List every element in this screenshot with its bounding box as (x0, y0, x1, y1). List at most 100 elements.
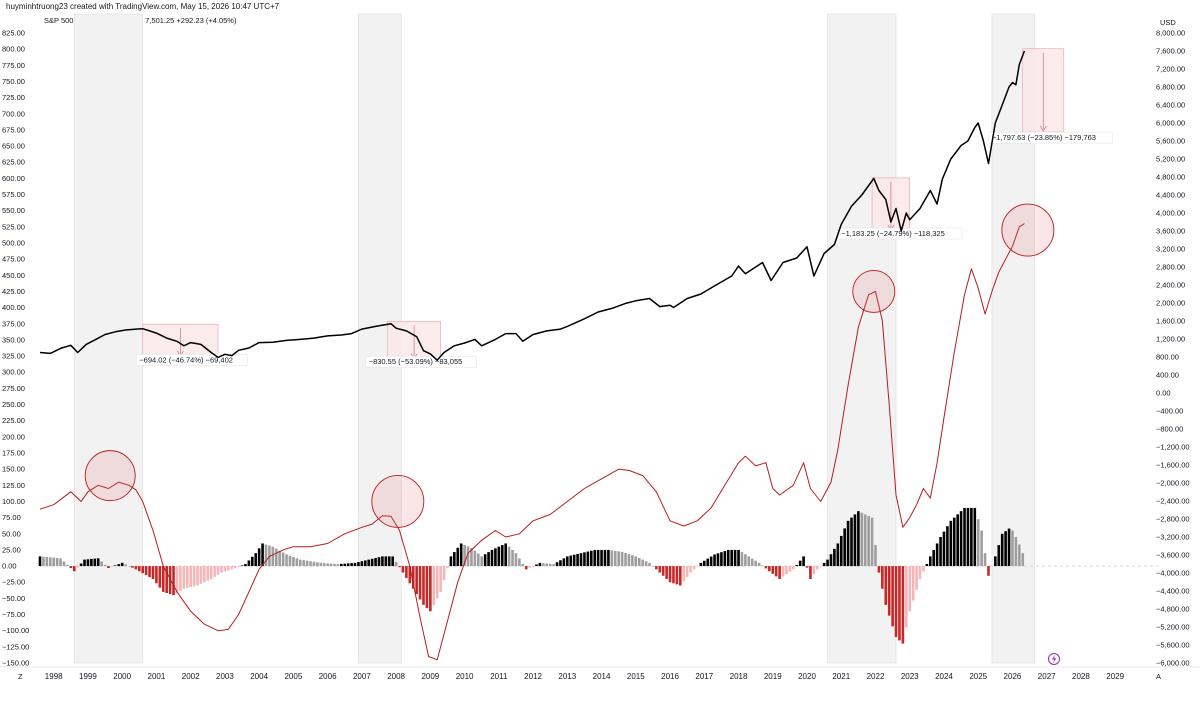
left-tick-label: 400.00 (2, 303, 25, 312)
histogram-bar (514, 553, 518, 567)
measure-label-bg-1 (365, 355, 477, 368)
time-tick-label: 2025 (969, 672, 987, 681)
left-axis[interactable]: 825.00 800.00 775.00 750.00 725.00 700.00 675.… (2, 29, 29, 668)
histogram-bar (360, 561, 364, 567)
histogram-bar (689, 566, 692, 573)
left-tick-label: 325.00 (2, 352, 25, 361)
histogram-bar (836, 543, 840, 567)
histogram-bar (131, 566, 134, 568)
histogram-bar (1021, 553, 1025, 567)
histogram-bar (771, 566, 775, 574)
histogram-bar (589, 550, 593, 567)
left-tick-label: 575.00 (2, 190, 25, 199)
histogram-bar (726, 549, 730, 567)
histogram-bar (576, 553, 579, 567)
right-tick-label: 5,600.00 (1156, 137, 1185, 146)
histogram-bar (881, 566, 884, 589)
histogram-bar (411, 566, 415, 589)
histogram-bar (778, 566, 781, 579)
histogram-bar (343, 563, 347, 567)
left-tick-label: −150.00 (2, 659, 29, 668)
histogram-bar (548, 563, 552, 567)
right-tick-label: −1,600.00 (1156, 461, 1190, 470)
histogram-bar (757, 562, 761, 567)
measure-label-1: −830.55 (−53.09%) −83,055 (369, 357, 463, 366)
histogram-bar (600, 549, 603, 567)
left-tick-label: 750.00 (2, 77, 25, 86)
histogram-bar (446, 566, 449, 569)
oscillator-line (39, 223, 1025, 661)
histogram-bar (946, 526, 949, 567)
histogram-bar (274, 548, 278, 567)
right-tick-label: 1,600.00 (1156, 317, 1185, 326)
histogram-bar (624, 552, 627, 567)
histogram-bar (737, 549, 740, 567)
histogram-bar (761, 565, 764, 567)
histogram-bar (857, 511, 860, 567)
left-tick-label: 25.00 (2, 545, 21, 554)
histogram-bar (802, 556, 805, 567)
histogram-bar (572, 554, 576, 567)
histogram-bar (815, 566, 819, 570)
currency-label[interactable]: USD (1160, 18, 1176, 27)
histogram-bar (322, 563, 326, 567)
histogram-bar (298, 559, 302, 567)
histogram-bar (394, 561, 398, 567)
histogram-bar (429, 566, 432, 612)
histogram-bar (720, 552, 723, 567)
histogram-bar (822, 562, 826, 567)
histogram-bar (524, 566, 528, 570)
histogram-bar (884, 566, 888, 605)
time-tick-label: 2004 (250, 672, 268, 681)
histogram-bar (792, 566, 795, 570)
histogram-bar (809, 566, 812, 579)
histogram-bar (223, 566, 227, 572)
histogram-bar (250, 556, 254, 567)
measure-label-bg-3 (988, 131, 1113, 144)
time-axis[interactable]: 1998 1999 2000 2001 2002 2003 2004 2005 2006 2007… (0, 666, 1200, 681)
histogram-bar (227, 566, 230, 571)
histogram-bar (100, 561, 103, 567)
right-tick-label: 6,000.00 (1156, 119, 1185, 128)
histogram-bar (939, 537, 942, 567)
histogram-bar (377, 557, 381, 567)
histogram-bar (463, 544, 466, 567)
right-tick-label: 5,200.00 (1156, 155, 1185, 164)
histogram-bar (151, 566, 155, 579)
histogram-bar (261, 543, 264, 567)
histogram-bar (83, 559, 86, 567)
histogram-bar (607, 549, 610, 567)
histogram-bar (658, 566, 662, 573)
histogram-bar (980, 530, 983, 567)
histogram-bar (518, 558, 521, 567)
right-tick-label: 4,400.00 (1156, 191, 1185, 200)
histogram-bar (240, 565, 244, 567)
right-tick-label: −4,000.00 (1156, 569, 1190, 578)
histogram-bar (620, 551, 624, 567)
time-tick-label: 2002 (182, 672, 200, 681)
histogram-bar (665, 566, 668, 579)
histogram-bar (990, 566, 994, 567)
histogram-bar (702, 560, 706, 567)
histogram-bar (209, 566, 213, 579)
time-tick-label: 2001 (148, 672, 166, 681)
histogram-bar (442, 566, 446, 581)
histogram-bar (754, 560, 757, 567)
histogram-bar (593, 549, 597, 567)
histogram-bar (480, 556, 484, 567)
histogram-bar (329, 563, 333, 567)
histogram-bar (583, 552, 586, 567)
right-tick-label: −5,600.00 (1156, 641, 1190, 650)
histogram-bar (617, 551, 620, 567)
right-tick-label: −1,200.00 (1156, 443, 1190, 452)
right-axis[interactable]: 8,000.00 7,600.00 7,200.00 6,800.00 6,400.00… (1156, 29, 1190, 668)
right-tick-label: 1,200.00 (1156, 335, 1185, 344)
lightning-icon[interactable] (1048, 653, 1060, 665)
histogram-bar (285, 554, 288, 567)
histogram-bar (179, 566, 182, 591)
highlight-circle-2 (852, 270, 896, 313)
histogram-bar (586, 551, 590, 567)
histogram-bar (168, 566, 172, 595)
histogram-bar (692, 566, 696, 570)
